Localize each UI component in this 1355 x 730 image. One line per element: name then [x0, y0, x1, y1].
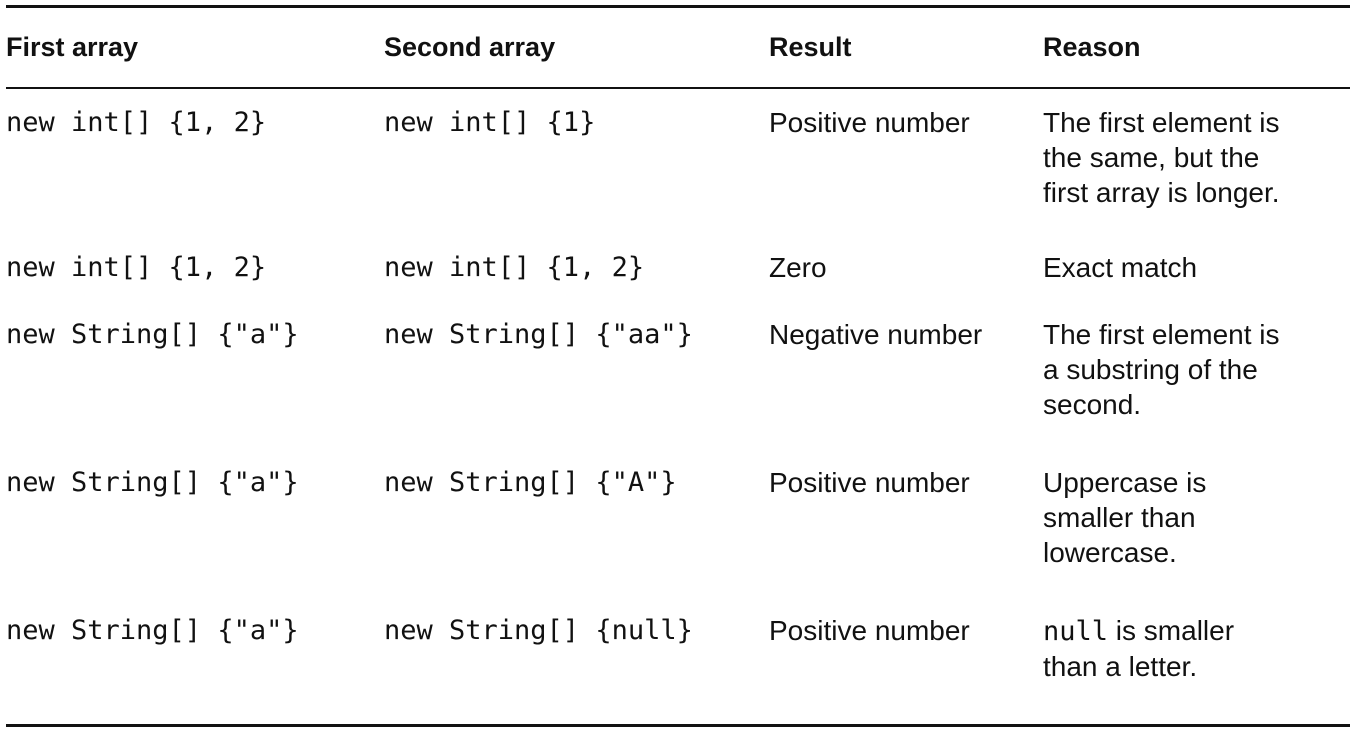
- reason-cell: The first element is a substring of the se…: [1043, 314, 1350, 462]
- second-array-cell: new int[] {1, 2}: [384, 252, 645, 283]
- second-array-cell: new String[] {"A"}: [384, 467, 677, 498]
- reason-line: lowercase.: [1043, 537, 1177, 568]
- table-row: new String[] {"a"} new String[] {"aa"} N…: [6, 314, 1350, 462]
- array-compare-body: new int[] {1, 2} new int[] {1} Positive …: [6, 89, 1350, 705]
- reason-line: Uppercase is: [1043, 467, 1207, 498]
- first-array-cell: new int[] {1, 2}: [6, 107, 267, 138]
- first-array-cell: new String[] {"a"}: [6, 319, 299, 350]
- result-cell: Zero: [769, 252, 827, 283]
- top-rule: [6, 5, 1350, 8]
- result-cell: Positive number: [769, 107, 970, 138]
- reason-line: smaller than: [1043, 502, 1196, 533]
- header-result: Result: [769, 32, 852, 62]
- header-second-array: Second array: [384, 32, 556, 62]
- reason-line: second.: [1043, 389, 1142, 420]
- first-array-cell: new String[] {"a"}: [6, 615, 299, 646]
- reason-line: than a letter.: [1043, 651, 1198, 682]
- header-first-array: First array: [6, 32, 139, 62]
- first-array-cell: new String[] {"a"}: [6, 467, 299, 498]
- table-row: new String[] {"a"} new String[] {null} P…: [6, 610, 1350, 705]
- table-row: new int[] {1, 2} new int[] {1, 2} Zero E…: [6, 237, 1350, 314]
- result-cell: Negative number: [769, 319, 983, 350]
- reason-cell: The first element is the same, but the fir…: [1043, 89, 1350, 237]
- first-array-cell: new int[] {1, 2}: [6, 252, 267, 283]
- header-row: First array Second array Result Reason: [6, 8, 1350, 87]
- reason-line: is smaller: [1108, 615, 1235, 646]
- table-row: new String[] {"a"} new String[] {"A"} Po…: [6, 462, 1350, 610]
- array-compare-table: First array Second array Result Reason: [6, 8, 1350, 87]
- second-array-cell: new int[] {1}: [384, 107, 596, 138]
- second-array-cell: new String[] {"aa"}: [384, 319, 693, 350]
- reason-line: Exact match: [1043, 252, 1198, 283]
- table-row: new int[] {1, 2} new int[] {1} Positive …: [6, 89, 1350, 237]
- result-cell: Positive number: [769, 615, 970, 646]
- reason-cell: Exact match: [1043, 237, 1350, 314]
- bottom-rule: [6, 724, 1350, 727]
- reason-cell: null is smaller than a letter.: [1043, 610, 1350, 705]
- reason-line: first array is longer.: [1043, 177, 1280, 208]
- header-reason: Reason: [1043, 32, 1141, 62]
- reason-line: The first element is: [1043, 107, 1280, 138]
- second-array-cell: new String[] {null}: [384, 615, 693, 646]
- reason-line: The first element is: [1043, 319, 1280, 350]
- reason-line: the same, but the: [1043, 142, 1260, 173]
- reason-cell: Uppercase is smaller than lowercase.: [1043, 462, 1350, 610]
- reason-line: a substring of the: [1043, 354, 1258, 385]
- header-rule: [6, 87, 1350, 89]
- reason-code: null: [1043, 616, 1109, 647]
- result-cell: Positive number: [769, 467, 970, 498]
- comparison-table: First array Second array Result Reason n…: [6, 5, 1350, 705]
